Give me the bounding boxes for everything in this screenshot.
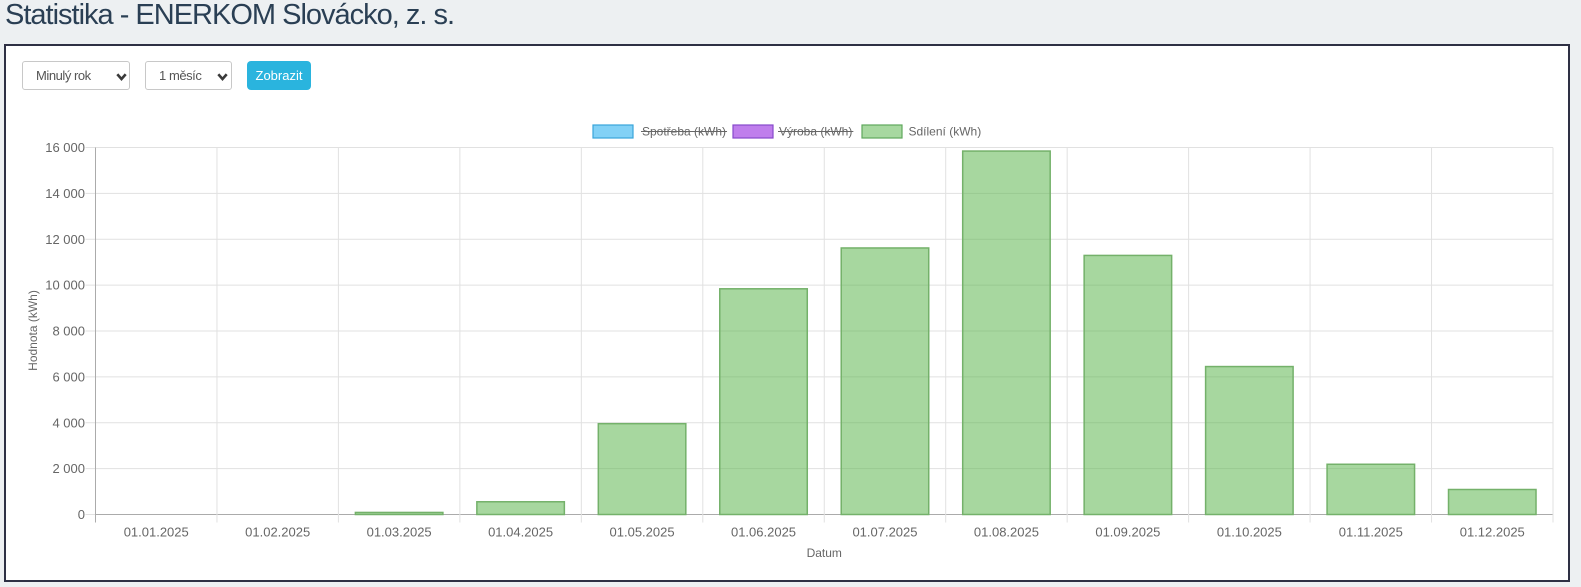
svg-text:01.12.2025: 01.12.2025 — [1460, 525, 1525, 540]
svg-text:01.11.2025: 01.11.2025 — [1339, 525, 1403, 540]
svg-text:12 000: 12 000 — [45, 232, 85, 247]
svg-text:01.07.2025: 01.07.2025 — [852, 525, 917, 540]
svg-text:01.05.2025: 01.05.2025 — [610, 525, 675, 540]
svg-text:Hodnota (kWh): Hodnota (kWh) — [26, 290, 40, 371]
svg-text:8 000: 8 000 — [52, 324, 85, 339]
svg-text:01.04.2025: 01.04.2025 — [488, 525, 553, 540]
svg-text:01.06.2025: 01.06.2025 — [731, 525, 796, 540]
svg-text:16 000: 16 000 — [45, 140, 85, 155]
svg-text:2 000: 2 000 — [52, 461, 85, 476]
svg-text:Sdílení (kWh): Sdílení (kWh) — [909, 125, 982, 139]
svg-text:01.03.2025: 01.03.2025 — [367, 525, 432, 540]
svg-text:01.08.2025: 01.08.2025 — [974, 525, 1039, 540]
svg-text:01.01.2025: 01.01.2025 — [124, 525, 189, 540]
svg-text:14 000: 14 000 — [45, 186, 85, 201]
svg-text:10 000: 10 000 — [45, 278, 85, 293]
svg-text:Datum: Datum — [807, 546, 842, 560]
svg-text:01.10.2025: 01.10.2025 — [1217, 525, 1282, 540]
svg-text:6 000: 6 000 — [52, 369, 85, 384]
svg-text:01.02.2025: 01.02.2025 — [245, 525, 310, 540]
svg-text:0: 0 — [78, 507, 85, 522]
svg-text:01.09.2025: 01.09.2025 — [1095, 525, 1160, 540]
svg-text:4 000: 4 000 — [52, 415, 85, 430]
